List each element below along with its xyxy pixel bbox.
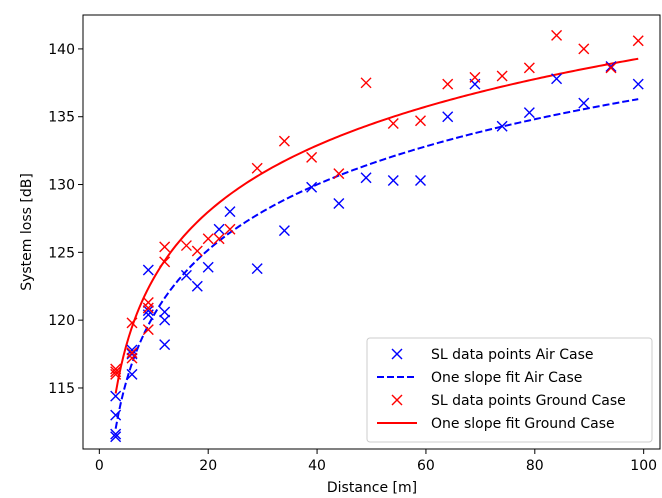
data-point-0 [110, 390, 122, 402]
data-point-2 [632, 35, 644, 47]
data-point-2 [142, 324, 154, 336]
data-point-0 [110, 431, 122, 443]
y-tick-label: 120 [48, 313, 75, 329]
data-point-2 [605, 62, 617, 74]
data-point-0 [496, 120, 508, 132]
data-point-0 [387, 174, 399, 186]
data-point-0 [251, 263, 263, 275]
data-point-0 [159, 306, 171, 318]
data-point-2 [142, 297, 154, 309]
y-tick-label: 115 [48, 381, 75, 397]
data-point-2 [126, 347, 138, 359]
data-point-0 [523, 107, 535, 119]
legend: SL data points Air Case One slope fit Air… [366, 337, 653, 443]
y-axis-label: System loss [dB] [19, 173, 35, 291]
data-point-2 [110, 363, 122, 375]
data-point-0 [224, 206, 236, 218]
data-point-2 [551, 29, 563, 41]
legend-item: SL data points Air Case [391, 347, 594, 363]
y-axis: 115 120 125 130 135 140 [48, 42, 83, 397]
legend-item: One slope fit Ground Case [377, 416, 615, 432]
x-tick-label: 60 [417, 458, 435, 474]
data-point-0 [180, 269, 192, 281]
data-point-2 [142, 302, 154, 314]
data-point-2 [306, 151, 318, 163]
data-point-2 [523, 62, 535, 74]
data-point-2 [159, 256, 171, 268]
data-point-2 [387, 118, 399, 129]
data-point-0 [159, 314, 171, 326]
y-tick-label: 130 [48, 178, 75, 194]
legend-label: SL data points Air Case [431, 347, 594, 363]
data-point-0 [142, 305, 154, 317]
data-point-2 [180, 240, 192, 252]
x-tick-label: 100 [630, 458, 657, 474]
data-point-0 [126, 368, 138, 380]
data-point-0 [578, 97, 590, 109]
legend-frame [366, 337, 653, 443]
data-point-2 [360, 77, 372, 89]
data-point-2 [126, 317, 138, 329]
data-point-2 [414, 115, 426, 127]
data-point-0 [202, 261, 214, 273]
data-point-2 [110, 366, 122, 378]
data-point-0 [126, 348, 138, 360]
legend-marker [391, 394, 403, 406]
data-point-0 [110, 409, 122, 421]
data-point-0 [414, 174, 426, 186]
data-point-0 [142, 264, 154, 276]
data-point-0 [632, 78, 644, 90]
data-point-0 [333, 198, 345, 210]
data-point-0 [306, 181, 318, 193]
data-point-0 [191, 280, 203, 292]
data-marks [110, 29, 644, 443]
data-point-2 [578, 43, 590, 55]
data-point-2 [442, 78, 454, 90]
legend-item: One slope fit Air Case [377, 370, 582, 386]
x-tick-label: 80 [526, 458, 544, 474]
data-point-0 [213, 223, 225, 235]
legend-item: SL data points Ground Case [391, 393, 626, 409]
data-point-0 [442, 111, 454, 123]
data-point-2 [224, 223, 236, 235]
data-point-2 [110, 368, 122, 380]
x-axis: 0 20 40 60 80 100 [95, 449, 657, 474]
data-point-2 [202, 233, 214, 245]
legend-label: SL data points Ground Case [431, 393, 626, 409]
x-tick-label: 20 [199, 458, 217, 474]
data-point-0 [110, 428, 122, 440]
y-tick-label: 125 [48, 245, 75, 261]
data-point-2 [333, 168, 345, 180]
data-point-0 [126, 344, 138, 356]
y-tick-label: 140 [48, 42, 75, 58]
data-point-2 [278, 135, 290, 147]
data-point-2 [251, 162, 263, 174]
data-point-2 [191, 245, 203, 257]
data-point-2 [213, 233, 225, 245]
data-point-0 [605, 61, 617, 73]
data-point-0 [551, 73, 563, 85]
y-tick-label: 135 [48, 110, 75, 126]
data-point-2 [469, 71, 481, 83]
legend-label: One slope fit Air Case [431, 370, 582, 386]
data-point-0 [278, 225, 290, 237]
data-point-0 [159, 339, 171, 351]
data-point-0 [360, 172, 372, 184]
data-point-2 [159, 241, 171, 253]
x-tick-label: 0 [95, 458, 104, 474]
plot-frame [82, 14, 661, 450]
x-axis-label: Distance [m] [327, 480, 417, 496]
fit-line-3 [114, 57, 639, 394]
legend-marker [391, 348, 403, 360]
x-tick-label: 40 [308, 458, 326, 474]
legend-label: One slope fit Ground Case [431, 416, 615, 432]
data-point-2 [496, 70, 508, 82]
data-point-2 [126, 352, 138, 364]
